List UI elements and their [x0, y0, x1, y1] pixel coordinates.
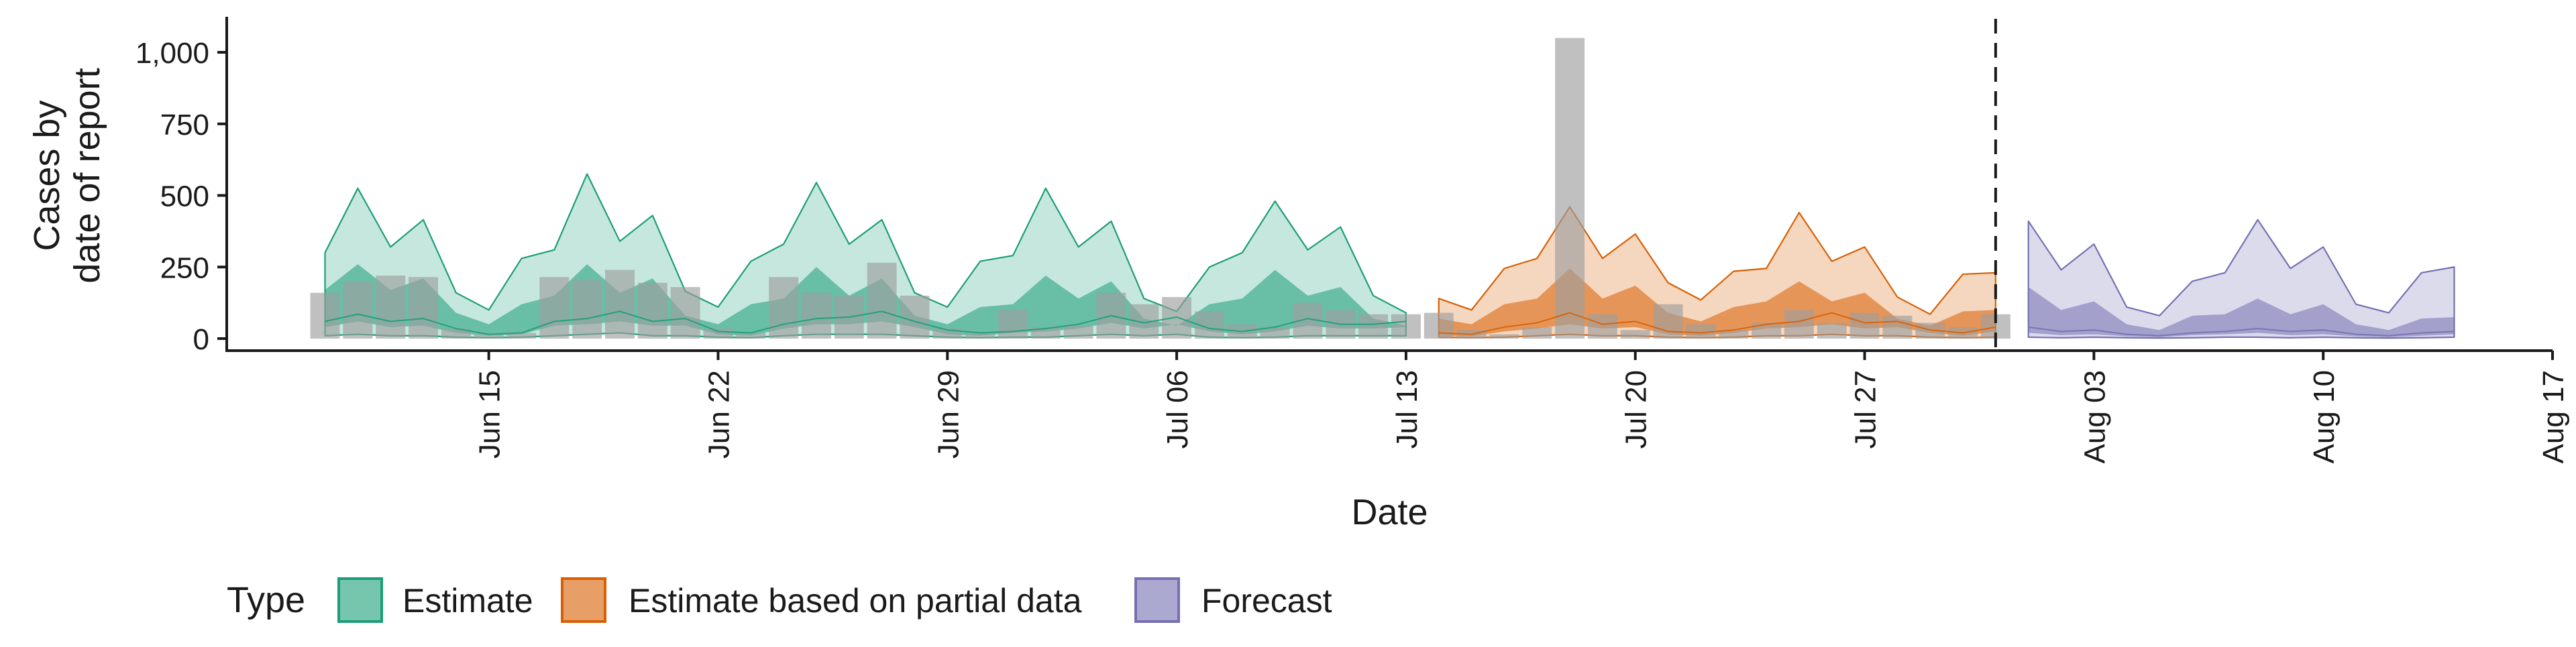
observed-bar — [474, 334, 504, 339]
observed-bar — [736, 333, 766, 339]
observed-bar — [1686, 324, 1716, 339]
median-line-1 — [1438, 312, 1996, 335]
observed-bar — [409, 277, 438, 339]
observed-cases-bars — [310, 38, 2010, 339]
x-tick-label: Jul 06 — [1161, 370, 1194, 449]
x-tick-label: Jul 13 — [1391, 370, 1424, 449]
observed-bar — [1522, 327, 1552, 339]
observed-bar — [343, 281, 373, 339]
legend-label-0: Estimate — [402, 582, 533, 620]
observed-bar — [801, 292, 831, 339]
observed-bar — [1653, 304, 1683, 339]
observed-bar — [965, 333, 996, 339]
observed-bar — [1719, 330, 1749, 339]
observed-bar — [1620, 330, 1650, 339]
observed-bar — [703, 329, 733, 339]
observed-bar — [376, 276, 406, 339]
x-tick-label: Aug 17 — [2537, 370, 2570, 463]
observed-bar — [506, 333, 537, 339]
observed-bar — [1030, 327, 1061, 339]
legend: Type Estimate Estimate based on partial da… — [227, 577, 1332, 623]
observed-bar — [1784, 310, 1814, 339]
observed-bar — [572, 280, 602, 339]
median-lines — [325, 310, 2455, 337]
x-tick-label: Jun 15 — [474, 370, 506, 459]
y-tick-label: 0 — [193, 323, 209, 356]
y-tick-label: 750 — [160, 109, 209, 141]
observed-bar — [670, 287, 700, 339]
legend-key-1 — [561, 577, 606, 623]
observed-bar — [998, 310, 1028, 339]
legend-label-1: Estimate based on partial data — [629, 582, 1082, 620]
y-axis-title-line: date of report — [67, 68, 107, 283]
observed-bar — [1752, 322, 1782, 339]
ribbon-50-2 — [2028, 287, 2455, 337]
x-tick-label: Jul 27 — [1849, 370, 1882, 449]
observed-bar — [867, 262, 897, 339]
observed-bar — [310, 292, 340, 339]
x-tick-label: Aug 03 — [2078, 370, 2111, 463]
y-tick-label: 250 — [160, 251, 209, 284]
observed-bar — [1424, 312, 1454, 339]
legend-title: Type — [227, 580, 305, 620]
y-axis-title: Cases bydate of report — [27, 68, 107, 283]
observed-bar — [1555, 38, 1585, 339]
x-tick-label: Jun 29 — [932, 370, 965, 459]
observed-bar — [1915, 322, 1945, 339]
observed-bar — [1162, 297, 1192, 339]
observed-bar — [637, 282, 667, 339]
ribbon-90-2 — [2027, 219, 2455, 339]
observed-bar — [1260, 327, 1290, 339]
y-tick-label: 500 — [160, 180, 209, 213]
legend-key-2 — [1134, 577, 1180, 623]
observed-bar — [1489, 334, 1519, 339]
observed-bar — [539, 277, 570, 339]
observed-bar — [769, 277, 799, 339]
x-tick-label: Jun 22 — [702, 370, 735, 459]
observed-bar — [1358, 314, 1389, 339]
observed-bar — [1587, 314, 1617, 339]
y-tick-label: 1,000 — [136, 37, 209, 70]
y-axis-title-line: Cases by — [27, 100, 67, 251]
observed-bar — [1849, 312, 1880, 339]
legend-key-0 — [337, 577, 383, 623]
x-tick-label: Aug 10 — [2308, 370, 2341, 463]
observed-bar — [1391, 314, 1421, 339]
observed-bar — [1817, 322, 1847, 339]
observed-bar — [441, 329, 471, 339]
observed-bar — [604, 270, 635, 339]
legend-label-2: Forecast — [1201, 582, 1332, 620]
median-line-0 — [325, 310, 1407, 335]
median-line-2 — [2028, 326, 2455, 337]
x-tick-label: Jul 20 — [1620, 370, 1653, 449]
x-axis-title: Date — [1351, 492, 1428, 532]
observed-bar — [1063, 325, 1093, 339]
axes: 0 250 500 750 1,000 Jun 15 Jun 22 Jun 29 Jul 06 J… — [27, 17, 2570, 532]
observed-bar — [900, 295, 930, 339]
observed-bar — [1882, 315, 1913, 339]
